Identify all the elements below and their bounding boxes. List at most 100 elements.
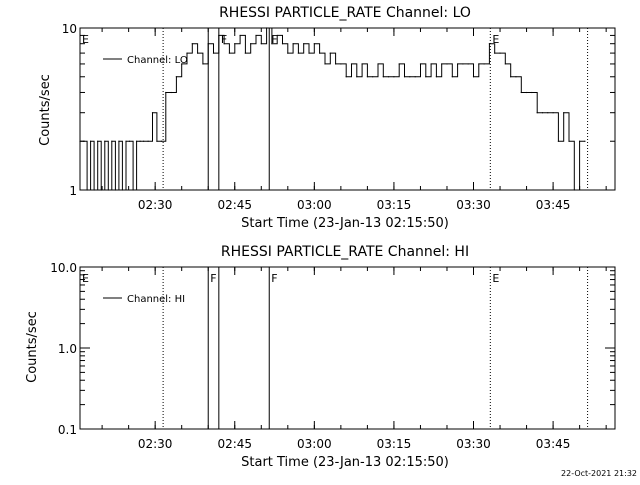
data-point — [303, 43, 305, 45]
x-tick-label: 02:30 — [138, 198, 173, 212]
data-point — [250, 43, 252, 45]
data-point — [531, 91, 533, 94]
data-point — [147, 140, 149, 142]
data-point — [135, 140, 138, 142]
chart-title-lo: RHESSI PARTICLE_RATE Channel: LO — [219, 5, 471, 21]
data-point — [398, 63, 400, 65]
data-point — [160, 140, 162, 142]
data-point — [462, 63, 464, 65]
data-point — [260, 43, 262, 45]
data-point — [281, 43, 284, 45]
x-tick-label: 03:15 — [377, 198, 412, 212]
plot-area-hi: 02:30 02:45 03:00 03:15 03:30 03:45 0.1 1.0 10.0… — [50, 261, 616, 451]
x-axis-label-lo: Start Time (23-Jan-13 02:15:50) — [241, 216, 449, 231]
x-tick-label: 02:30 — [138, 437, 173, 451]
panel-hi: RHESSI PARTICLE_RATE Channel: HI 02:30 02… — [25, 244, 616, 470]
data-point — [132, 189, 134, 191]
data-point — [292, 43, 294, 45]
data-point — [547, 112, 549, 114]
data-point — [107, 189, 109, 191]
data-point — [202, 63, 204, 65]
data-point — [494, 52, 496, 54]
data-point — [165, 91, 167, 94]
data-point — [377, 63, 379, 65]
data-point — [403, 76, 406, 78]
y-tick-label: 1.0 — [58, 342, 77, 356]
data-point — [239, 34, 241, 37]
data-point — [170, 91, 172, 94]
data-point — [319, 52, 321, 54]
data-point — [366, 76, 368, 78]
data-point — [324, 63, 326, 65]
x-tick-label: 03:30 — [456, 437, 491, 451]
event-marker-label: F — [210, 272, 216, 285]
data-point — [212, 52, 215, 54]
data-point — [393, 76, 395, 78]
y-axis-label-lo: Counts/sec — [38, 74, 53, 146]
data-point — [334, 63, 337, 65]
data-point — [488, 43, 491, 45]
data-point — [441, 63, 443, 65]
x-tick-label: 03:00 — [297, 437, 332, 451]
data-point — [143, 140, 145, 142]
data-point — [86, 189, 88, 191]
event-marker-label: E — [492, 272, 499, 285]
data-point — [388, 76, 390, 78]
data-point — [197, 52, 199, 54]
data-point — [90, 140, 92, 142]
legend-entry-hi: Channel: HI — [127, 294, 185, 305]
data-point — [414, 76, 416, 78]
y-tick-label: 0.1 — [58, 423, 77, 437]
data-point — [536, 112, 538, 114]
data-point — [515, 76, 517, 78]
data-point — [308, 52, 310, 54]
data-point — [499, 52, 501, 54]
data-point — [114, 189, 116, 191]
data-point — [329, 52, 331, 54]
data-point — [118, 140, 120, 142]
data-point — [382, 76, 384, 78]
x-tick-label: 03:00 — [297, 198, 332, 212]
event-marker-label: E — [82, 33, 89, 46]
panel-lo: RHESSI PARTICLE_RATE Channel: LO 02:30 02… — [38, 5, 616, 231]
data-point — [345, 76, 347, 78]
data-point — [541, 112, 544, 114]
data-point — [276, 34, 278, 37]
data-point — [579, 140, 581, 142]
data-point — [104, 140, 106, 142]
x-tick-label: 03:15 — [377, 437, 412, 451]
legend-entry-lo: Channel: LO — [127, 55, 188, 66]
data-point — [313, 43, 315, 45]
data-point — [483, 63, 485, 65]
event-marker-label: F — [271, 33, 277, 46]
data-point — [139, 140, 141, 142]
data-point — [111, 140, 113, 142]
x-tick-label: 02:45 — [217, 437, 252, 451]
data-point — [350, 63, 353, 65]
data-point — [100, 189, 102, 191]
data-point — [186, 52, 188, 54]
data-point — [181, 63, 183, 65]
data-point — [520, 91, 522, 94]
data-point — [175, 76, 177, 78]
data-point — [430, 63, 432, 65]
data-point — [568, 140, 570, 142]
data-point — [121, 189, 124, 191]
data-point — [372, 76, 374, 78]
data-point — [97, 140, 99, 142]
data-point — [563, 112, 565, 114]
x-tick-label: 03:45 — [536, 198, 571, 212]
data-point — [156, 140, 158, 142]
data-point — [223, 43, 225, 45]
legend-hi: Channel: HI — [103, 294, 185, 305]
data-point — [446, 63, 448, 65]
data-point — [265, 27, 268, 29]
data-point — [271, 43, 273, 45]
event-marker-label: E — [82, 272, 89, 285]
y-tick-label: 10 — [62, 22, 77, 36]
event-marker-label: F — [271, 272, 277, 285]
data-point — [467, 63, 469, 65]
